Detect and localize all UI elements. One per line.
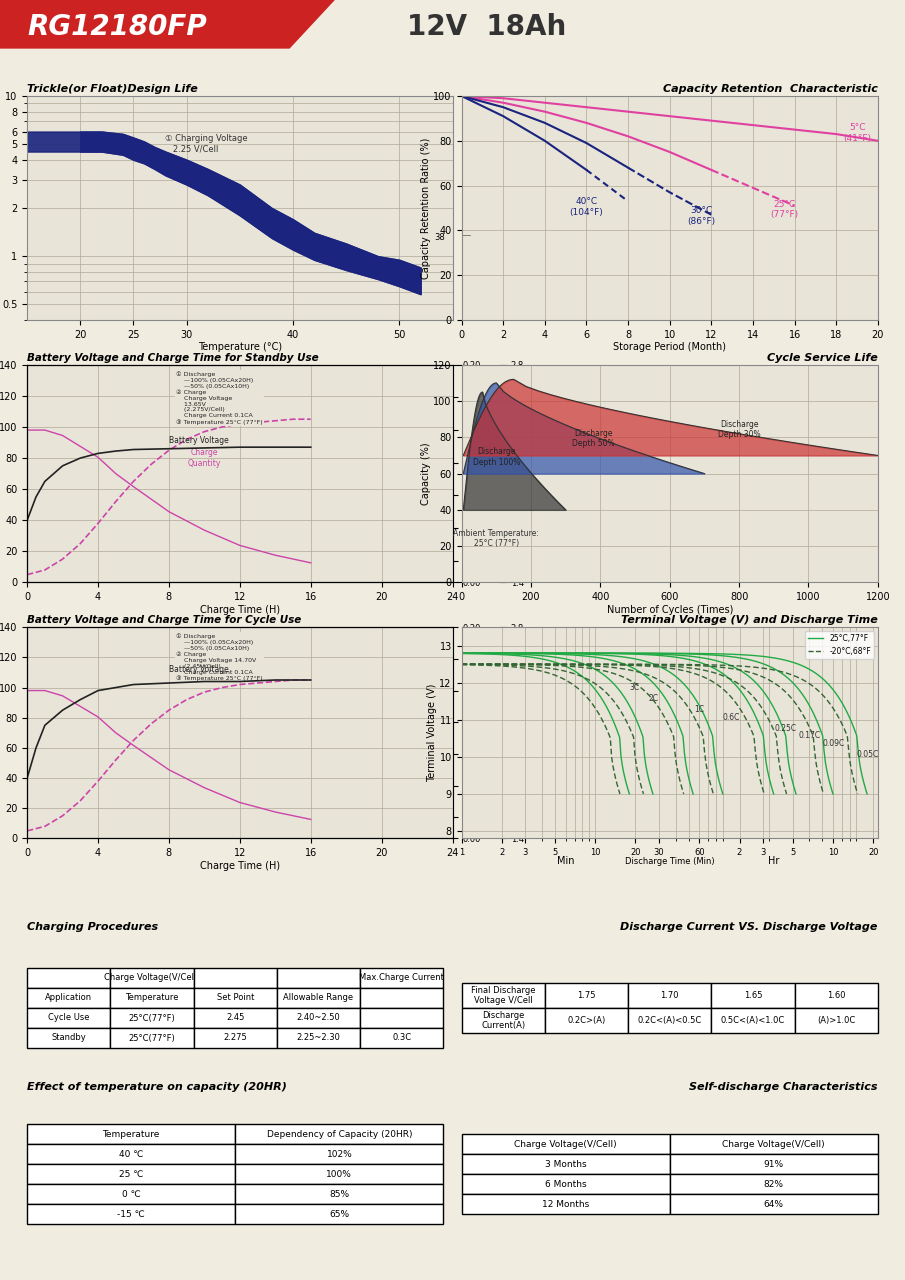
Text: ① Charging Voltage
   2.25 V/Cell: ① Charging Voltage 2.25 V/Cell: [166, 134, 248, 154]
X-axis label: Number of Cycles (Times): Number of Cycles (Times): [606, 605, 733, 614]
Text: Charge
Quantity: Charge Quantity: [187, 448, 221, 467]
Text: Cycle Service Life: Cycle Service Life: [767, 352, 878, 362]
Text: 25°C
(77°F): 25°C (77°F): [770, 200, 798, 219]
Text: ① Discharge
    —100% (0.05CAx20H)
    —50% (0.05CAx10H)
② Charge
    Charge Vol: ① Discharge —100% (0.05CAx20H) —50% (0.0…: [176, 634, 262, 681]
Text: 0.6C: 0.6C: [723, 713, 740, 722]
X-axis label: Temperature (°C): Temperature (°C): [198, 343, 281, 352]
Y-axis label: Charge Current (CA): Charge Current (CA): [482, 690, 491, 776]
Text: ① Discharge
    —100% (0.05CAx20H)
    —50% (0.05CAx10H)
② Charge
    Charge Vol: ① Discharge —100% (0.05CAx20H) —50% (0.0…: [176, 371, 262, 425]
Y-axis label: Capacity Retention Ratio (%): Capacity Retention Ratio (%): [421, 137, 431, 279]
Text: Trickle(or Float)Design Life: Trickle(or Float)Design Life: [27, 83, 198, 93]
X-axis label: Charge Time (H): Charge Time (H): [200, 861, 280, 870]
Y-axis label: Battery Voltage (V/Per Cell): Battery Voltage (V/Per Cell): [526, 416, 535, 531]
Text: 5°C
(41°F): 5°C (41°F): [843, 123, 871, 143]
Text: Ambient Temperature:
25°C (77°F): Ambient Temperature: 25°C (77°F): [453, 529, 539, 548]
Text: 30°C
(86°F): 30°C (86°F): [687, 206, 715, 225]
Text: 3C: 3C: [629, 684, 640, 692]
Text: Self-discharge Characteristics: Self-discharge Characteristics: [690, 1082, 878, 1092]
Text: Battery Voltage: Battery Voltage: [169, 435, 229, 444]
Text: Discharge Current VS. Discharge Voltage: Discharge Current VS. Discharge Voltage: [621, 922, 878, 932]
Text: 38: 38: [434, 233, 445, 242]
Text: Min: Min: [557, 856, 575, 865]
Text: Charging Procedures: Charging Procedures: [27, 922, 158, 932]
Text: 1C: 1C: [694, 705, 704, 714]
Text: Battery Voltage and Charge Time for Cycle Use: Battery Voltage and Charge Time for Cycl…: [27, 614, 301, 625]
Text: Discharge Time (Min): Discharge Time (Min): [624, 856, 715, 865]
Text: Discharge
Depth 100%: Discharge Depth 100%: [472, 447, 520, 466]
X-axis label: Charge Time (H): Charge Time (H): [200, 605, 280, 614]
Text: 12V  18Ah: 12V 18Ah: [407, 13, 567, 41]
Text: Capacity Retention  Characteristic: Capacity Retention Characteristic: [663, 83, 878, 93]
Y-axis label: Battery Voltage (V/Per Cell): Battery Voltage (V/Per Cell): [526, 675, 535, 791]
Text: 0.09C: 0.09C: [823, 739, 844, 748]
Text: 2C: 2C: [649, 694, 659, 703]
Text: Battery Voltage and Charge Time for Standby Use: Battery Voltage and Charge Time for Stan…: [27, 352, 319, 362]
Text: RG12180FP: RG12180FP: [27, 13, 207, 41]
Text: 0.05C: 0.05C: [856, 750, 879, 759]
Polygon shape: [0, 0, 335, 49]
Y-axis label: Charge Current (CA): Charge Current (CA): [482, 431, 491, 516]
Text: Discharge
Depth 50%: Discharge Depth 50%: [572, 429, 614, 448]
Text: Discharge
Depth 30%: Discharge Depth 30%: [718, 420, 760, 439]
X-axis label: Storage Period (Month): Storage Period (Month): [614, 343, 726, 352]
Text: Battery Voltage: Battery Voltage: [169, 666, 229, 675]
Y-axis label: Terminal Voltage (V): Terminal Voltage (V): [426, 684, 437, 782]
Legend: 25°C,77°F, -20°C,68°F: 25°C,77°F, -20°C,68°F: [805, 631, 874, 659]
Text: Hr: Hr: [768, 856, 779, 865]
Y-axis label: Capacity (%): Capacity (%): [421, 443, 431, 504]
Text: 0.25C: 0.25C: [775, 724, 796, 733]
Text: Effect of temperature on capacity (20HR): Effect of temperature on capacity (20HR): [27, 1082, 287, 1092]
Text: 0.17C: 0.17C: [798, 731, 820, 740]
Text: Terminal Voltage (V) and Discharge Time: Terminal Voltage (V) and Discharge Time: [621, 614, 878, 625]
Text: 40°C
(104°F): 40°C (104°F): [569, 197, 604, 216]
